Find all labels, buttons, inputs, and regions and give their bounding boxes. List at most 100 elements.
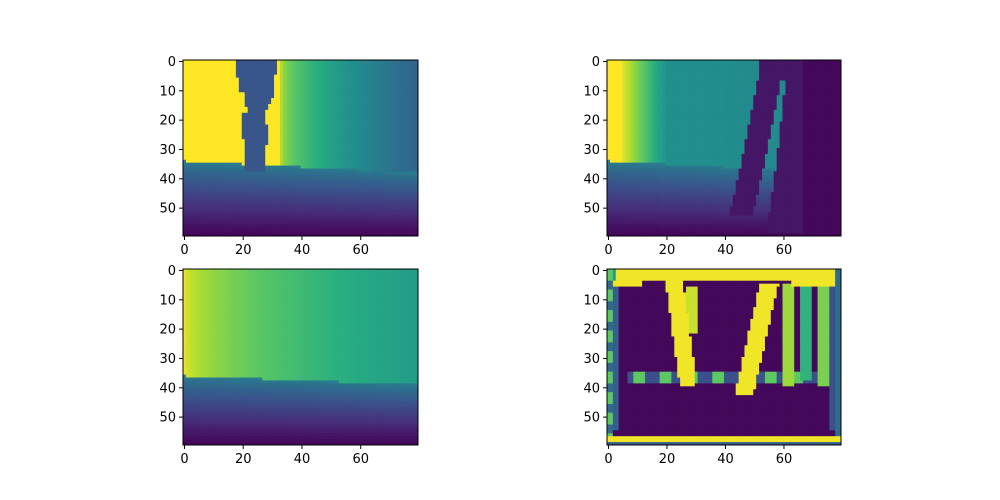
heatmap-cell	[339, 183, 342, 186]
heatmap-cell	[409, 210, 412, 213]
heatmap-cell	[221, 192, 224, 195]
heatmap-cell	[318, 86, 321, 89]
heatmap-cell	[224, 145, 227, 148]
heatmap-cell	[356, 125, 359, 128]
heatmap-cell	[397, 210, 400, 213]
heatmap-cell	[353, 119, 356, 122]
heatmap-cell	[274, 213, 277, 216]
heatmap-cell	[368, 227, 371, 230]
heatmap-cell	[262, 139, 265, 142]
heatmap-cell	[353, 186, 356, 189]
heatmap-cell	[350, 218, 353, 221]
heatmap-cell	[374, 130, 377, 133]
heatmap-cell	[397, 207, 400, 210]
heatmap-cell	[215, 98, 218, 101]
heatmap-cell	[230, 139, 233, 142]
heatmap-cell	[195, 69, 198, 72]
heatmap-cell	[392, 127, 395, 130]
heatmap-cell	[306, 81, 309, 84]
heatmap-cell	[207, 166, 210, 169]
heatmap-cell	[312, 160, 315, 163]
heatmap-cell	[371, 192, 374, 195]
heatmap-cell	[207, 75, 210, 78]
heatmap-cell	[380, 160, 383, 163]
heatmap-cell	[350, 171, 353, 174]
heatmap-cell	[280, 66, 283, 69]
heatmap-cell	[248, 198, 251, 201]
heatmap-cell	[397, 89, 400, 92]
heatmap-cell	[406, 78, 409, 81]
heatmap-cell	[262, 171, 265, 174]
heatmap-cell	[262, 63, 265, 66]
heatmap-cell	[230, 169, 233, 172]
heatmap-cell	[356, 92, 359, 95]
heatmap-cell	[218, 201, 221, 204]
heatmap-cell	[377, 215, 380, 218]
heatmap-cell	[245, 221, 248, 224]
heatmap-cell	[189, 198, 192, 201]
heatmap-cell	[215, 110, 218, 113]
heatmap-cell	[295, 192, 298, 195]
heatmap-cell	[292, 189, 295, 192]
heatmap-cell	[271, 101, 274, 104]
heatmap-cell	[409, 192, 412, 195]
heatmap-cell	[301, 169, 304, 172]
heatmap-cell	[265, 142, 268, 145]
heatmap-cell	[353, 78, 356, 81]
heatmap-cell	[215, 127, 218, 130]
heatmap-cell	[350, 101, 353, 104]
heatmap-cell	[212, 160, 215, 163]
heatmap-cell	[195, 192, 198, 195]
heatmap-cell	[406, 66, 409, 69]
heatmap-cell	[333, 133, 336, 136]
heatmap-cell	[292, 183, 295, 186]
heatmap-cell	[207, 104, 210, 107]
heatmap-cell	[374, 189, 377, 192]
heatmap-cell	[215, 130, 218, 133]
heatmap-cell	[315, 136, 318, 139]
heatmap-cell	[353, 69, 356, 72]
heatmap-cell	[195, 207, 198, 210]
heatmap-cell	[324, 125, 327, 128]
heatmap-cell	[271, 157, 274, 160]
heatmap-cell	[239, 177, 242, 180]
heatmap-cell	[251, 218, 254, 221]
heatmap-cell	[365, 198, 368, 201]
heatmap-cell	[251, 125, 254, 128]
heatmap-cell	[400, 195, 403, 198]
heatmap-cell	[207, 133, 210, 136]
heatmap-cell	[283, 130, 286, 133]
heatmap-cell	[265, 169, 268, 172]
heatmap-cell	[356, 133, 359, 136]
heatmap-cell	[362, 130, 365, 133]
heatmap-cell	[336, 104, 339, 107]
heatmap-cell	[392, 98, 395, 101]
heatmap-cell	[256, 169, 259, 172]
heatmap-cell	[336, 171, 339, 174]
heatmap-cell	[227, 151, 230, 154]
heatmap-cell	[301, 160, 304, 163]
heatmap-cell	[283, 69, 286, 72]
heatmap-cell	[350, 66, 353, 69]
heatmap-cell	[406, 110, 409, 113]
heatmap-cell	[265, 113, 268, 116]
heatmap-cell	[280, 198, 283, 201]
heatmap-cell	[712, 63, 715, 66]
heatmap-cell	[298, 139, 301, 142]
heatmap-cell	[327, 186, 330, 189]
heatmap-cell	[236, 142, 239, 145]
heatmap-cell	[189, 92, 192, 95]
heatmap-cell	[186, 63, 189, 66]
heatmap-cell	[412, 86, 415, 89]
heatmap-cell	[295, 204, 298, 207]
heatmap-cell	[242, 224, 245, 227]
heatmap-cell	[215, 160, 218, 163]
heatmap-cell	[204, 104, 207, 107]
heatmap-cell	[212, 113, 215, 116]
heatmap-cell	[289, 116, 292, 119]
heatmap-cell	[280, 119, 283, 122]
heatmap-cell	[389, 201, 392, 204]
heatmap-cell	[239, 145, 242, 148]
heatmap-cell	[397, 213, 400, 216]
heatmap-cell	[198, 227, 201, 230]
